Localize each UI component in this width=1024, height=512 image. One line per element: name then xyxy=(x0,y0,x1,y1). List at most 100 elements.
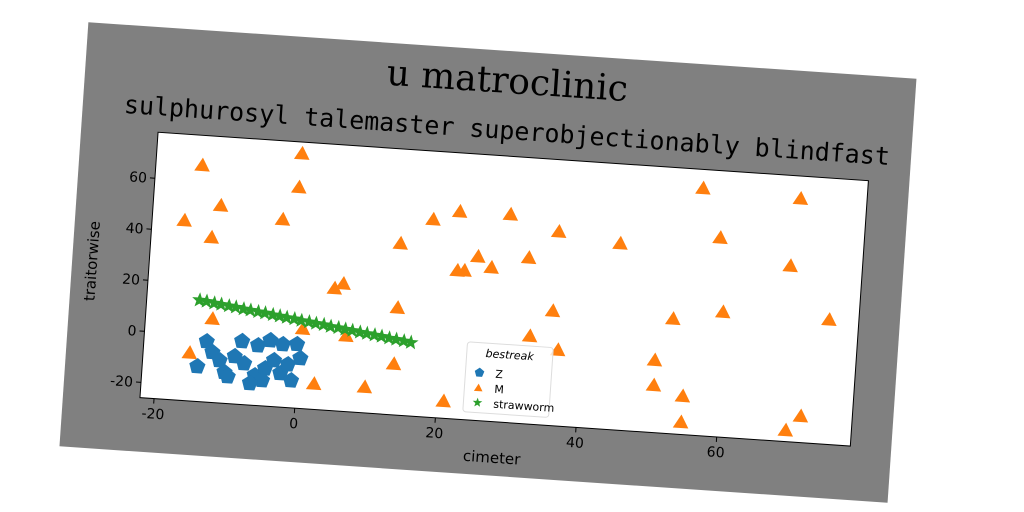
figure: u matroclinic sulphurosyl talemaster sup… xyxy=(59,22,917,503)
legend-marker xyxy=(473,383,483,392)
data-point xyxy=(308,315,324,331)
data-point xyxy=(226,347,243,364)
data-point xyxy=(695,180,711,195)
data-point xyxy=(385,356,402,371)
data-point xyxy=(221,298,237,313)
data-point xyxy=(338,328,354,343)
data-point xyxy=(549,342,566,357)
data-point xyxy=(612,235,628,250)
data-point xyxy=(782,258,798,273)
legend-marker xyxy=(474,367,485,377)
data-point xyxy=(293,145,310,160)
data-point xyxy=(389,300,406,315)
data-point xyxy=(189,357,206,374)
y-tick-label: 60 xyxy=(129,169,148,186)
data-point xyxy=(646,352,663,367)
data-point xyxy=(211,351,228,368)
data-point xyxy=(243,302,259,318)
data-point xyxy=(483,259,499,274)
data-point xyxy=(219,367,236,384)
data-point xyxy=(359,325,375,341)
data-point xyxy=(645,377,662,392)
data-point xyxy=(293,312,310,328)
data-point xyxy=(521,328,538,343)
data-point xyxy=(403,334,419,350)
data-point xyxy=(520,250,537,265)
data-point xyxy=(265,306,281,322)
data-point xyxy=(203,229,220,244)
data-point xyxy=(335,275,351,290)
data-point xyxy=(192,292,208,307)
x-tick-label: -20 xyxy=(141,406,165,424)
data-point xyxy=(330,319,347,335)
data-point xyxy=(821,312,837,327)
data-point xyxy=(254,371,271,388)
data-point xyxy=(544,303,561,318)
data-point xyxy=(502,206,519,221)
data-point xyxy=(367,327,383,342)
x-tick-label: 60 xyxy=(706,444,725,461)
data-point xyxy=(279,355,297,372)
data-point xyxy=(374,328,390,344)
data-point xyxy=(257,305,273,320)
legend-label: strawworm xyxy=(493,398,555,415)
data-point xyxy=(272,308,288,323)
data-point xyxy=(234,332,251,349)
data-point xyxy=(294,321,311,336)
data-point xyxy=(316,316,332,332)
data-point xyxy=(381,330,397,346)
data-point xyxy=(283,371,300,388)
data-point xyxy=(352,324,368,340)
data-point xyxy=(176,212,192,227)
data-point xyxy=(712,230,728,245)
x-tick-label: 20 xyxy=(425,425,444,442)
plot-area xyxy=(139,131,869,447)
data-point xyxy=(198,332,215,349)
data-point xyxy=(199,293,215,309)
data-point xyxy=(337,321,354,337)
legend-box xyxy=(462,341,554,418)
y-axis-label: traitorwise xyxy=(80,220,103,301)
data-point xyxy=(206,295,223,310)
data-point xyxy=(274,211,291,226)
data-point xyxy=(181,345,198,360)
data-point xyxy=(286,310,303,326)
data-point xyxy=(388,331,404,347)
legend-label: M xyxy=(494,383,504,397)
data-point xyxy=(664,311,681,326)
data-point xyxy=(236,301,252,316)
data-point xyxy=(250,303,266,319)
data-point xyxy=(435,393,451,408)
data-point xyxy=(250,336,267,353)
data-point xyxy=(305,376,322,391)
data-point xyxy=(777,422,794,437)
data-point xyxy=(550,223,567,238)
data-point xyxy=(292,349,309,366)
data-point xyxy=(274,335,292,352)
data-point xyxy=(290,179,307,194)
y-tick-label: 40 xyxy=(125,220,144,237)
data-point xyxy=(469,248,486,263)
x-tick-label: 40 xyxy=(565,435,584,452)
y-tick-label: 20 xyxy=(122,272,141,289)
data-point xyxy=(326,280,343,295)
data-point xyxy=(213,296,229,312)
data-point xyxy=(262,331,279,348)
data-point xyxy=(289,335,306,352)
x-axis-label: cimeter xyxy=(462,447,521,469)
data-point xyxy=(356,379,373,394)
data-point xyxy=(212,197,229,212)
legend-marker xyxy=(472,397,483,407)
data-point xyxy=(279,309,295,325)
data-point xyxy=(392,235,408,250)
data-point xyxy=(266,351,283,368)
y-tick-label: -20 xyxy=(110,373,134,391)
data-point xyxy=(301,313,317,329)
data-point xyxy=(323,318,339,334)
data-point xyxy=(792,408,809,423)
data-point xyxy=(396,333,412,348)
data-point xyxy=(714,304,731,319)
data-point xyxy=(228,299,244,315)
y-tick-label: 0 xyxy=(127,323,137,340)
